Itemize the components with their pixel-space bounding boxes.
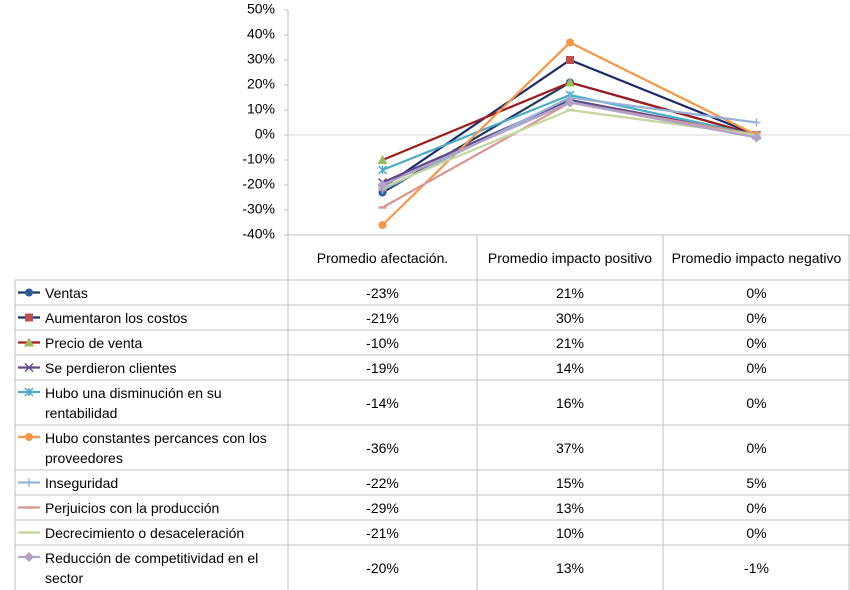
legend-entry: Se perdieron clientes xyxy=(45,359,177,376)
legend-marker xyxy=(24,362,34,373)
table-value: -10% xyxy=(366,334,399,351)
column-header: Promedio afectación. xyxy=(316,249,449,266)
column-header: Promedio impacto negativo xyxy=(671,249,842,266)
legend-entry: Hubo constantes percances con los provee… xyxy=(45,429,267,466)
legend-marker xyxy=(25,433,33,441)
y-tick-label: 10% xyxy=(247,101,275,117)
table-value: 37% xyxy=(555,439,585,456)
table-value: 0% xyxy=(746,394,767,411)
marker xyxy=(565,77,575,87)
table-value: 14% xyxy=(555,359,585,376)
marker xyxy=(751,132,762,143)
legend-entry: Ventas xyxy=(45,284,88,301)
legend-marker xyxy=(25,288,33,297)
table-value: 30% xyxy=(555,309,585,326)
y-tick-label: -10% xyxy=(242,151,275,167)
table-value: 16% xyxy=(555,394,585,411)
marker xyxy=(565,97,575,108)
legend-entry: Aumentaron los costos xyxy=(45,309,188,326)
marker xyxy=(378,221,387,229)
table-value: -14% xyxy=(366,394,399,411)
legend-entry: Precio de venta xyxy=(45,334,143,351)
legend-marker xyxy=(25,478,33,487)
y-tick-label: 30% xyxy=(247,51,275,67)
legend-entry: Inseguridad xyxy=(45,474,119,491)
legend-entry: Reducción de competitividad en el sector xyxy=(45,549,259,586)
y-tick-label: -40% xyxy=(242,226,275,242)
table-value: -19% xyxy=(366,359,399,376)
table-value: 15% xyxy=(555,474,585,491)
table-value: 0% xyxy=(746,439,767,456)
series-line xyxy=(381,41,757,226)
y-tick-label: -20% xyxy=(242,176,275,192)
marker xyxy=(377,165,388,175)
table-value: -23% xyxy=(366,284,399,301)
table-value: -22% xyxy=(366,474,399,491)
table-value: 21% xyxy=(555,284,585,301)
legend-marker xyxy=(24,552,34,562)
marker xyxy=(377,155,388,164)
y-tick-label: 40% xyxy=(247,26,275,42)
table-value: -1% xyxy=(744,559,769,576)
y-tick-label: 20% xyxy=(247,76,275,92)
table-value: 10% xyxy=(555,524,585,541)
marker xyxy=(377,180,388,190)
marker xyxy=(566,38,574,47)
legend-marker xyxy=(24,337,34,347)
table-value: 0% xyxy=(746,359,767,376)
table-value: 13% xyxy=(555,499,585,516)
table-value: 0% xyxy=(746,334,767,351)
table-value: -36% xyxy=(366,439,399,456)
table-value: 0% xyxy=(746,499,767,516)
table-value: 21% xyxy=(555,334,585,351)
table-value: 0% xyxy=(746,524,767,541)
y-tick-label: -30% xyxy=(242,201,275,217)
y-tick-label: 50% xyxy=(247,1,275,17)
table-value: -21% xyxy=(366,524,399,541)
legend-marker xyxy=(25,313,33,322)
table-value: -20% xyxy=(366,559,399,576)
table-value: 0% xyxy=(746,284,767,301)
y-tick-label: 0% xyxy=(255,126,275,142)
table-value: -29% xyxy=(366,499,399,516)
marker xyxy=(566,56,574,64)
table-value: 5% xyxy=(746,474,767,491)
column-header: Promedio impacto positivo xyxy=(487,249,653,266)
legend-entry: Decrecimiento o desaceleración xyxy=(45,524,245,541)
marker xyxy=(752,118,761,127)
table-value: 13% xyxy=(555,559,585,576)
legend-entry: Perjuicios con la producción xyxy=(45,499,220,516)
table-value: -21% xyxy=(366,309,399,326)
legend-entry: Hubo una disminución en su rentabilidad xyxy=(45,384,222,421)
legend-marker xyxy=(24,387,34,397)
table-value: 0% xyxy=(746,309,767,326)
